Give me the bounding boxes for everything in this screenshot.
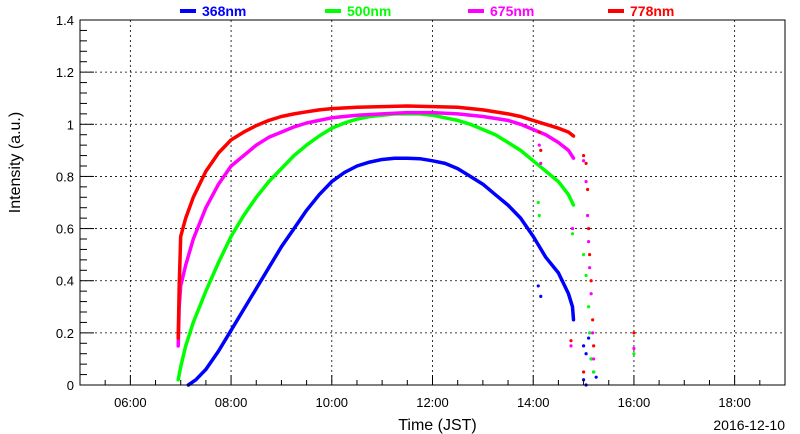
series-line-368nm bbox=[186, 156, 576, 387]
data-point bbox=[537, 130, 541, 134]
data-point bbox=[570, 232, 575, 236]
data-point bbox=[569, 344, 573, 348]
data-point bbox=[570, 226, 575, 231]
y-tick-label: 1.2 bbox=[56, 65, 74, 80]
series-778nm bbox=[176, 104, 636, 374]
series-500nm bbox=[176, 112, 636, 382]
data-point bbox=[536, 200, 540, 205]
series-line-778nm bbox=[176, 104, 576, 340]
data-point bbox=[589, 279, 593, 283]
data-point bbox=[539, 161, 543, 165]
data-point bbox=[586, 187, 590, 192]
legend-item: 368nm bbox=[180, 3, 246, 19]
data-point bbox=[581, 159, 586, 163]
data-point bbox=[589, 357, 593, 361]
legend-item: 500nm bbox=[325, 3, 391, 19]
data-point bbox=[539, 294, 543, 298]
legend-label: 368nm bbox=[202, 3, 246, 19]
data-point bbox=[581, 370, 586, 374]
data-point bbox=[537, 213, 541, 218]
data-point bbox=[581, 153, 586, 158]
data-point bbox=[632, 346, 636, 351]
data-point bbox=[588, 253, 592, 257]
y-axis-title: Intensity (a.u.) bbox=[7, 112, 24, 213]
data-point bbox=[592, 370, 596, 374]
grid bbox=[80, 20, 785, 385]
series-line-500nm bbox=[176, 112, 576, 382]
y-tick-label: 0 bbox=[67, 378, 74, 393]
y-tick-label: 0.4 bbox=[56, 274, 74, 289]
data-point bbox=[537, 143, 541, 147]
legend-label: 500nm bbox=[347, 3, 391, 19]
legend: 368nm 500nm 675nm 778nm bbox=[180, 3, 674, 19]
x-tick-label: 10:00 bbox=[316, 395, 349, 410]
x-tick-label: 08:00 bbox=[215, 395, 248, 410]
data-point bbox=[539, 148, 543, 152]
data-point bbox=[584, 180, 588, 184]
legend-item: 778nm bbox=[608, 3, 674, 19]
date-label: 2016-12-10 bbox=[713, 417, 785, 433]
x-tick-label: 06:00 bbox=[114, 395, 147, 410]
data-point bbox=[586, 213, 590, 218]
legend-label: 778nm bbox=[630, 3, 674, 19]
data-point bbox=[587, 336, 591, 340]
y-tick-label: 0.6 bbox=[56, 222, 74, 237]
legend-item: 675nm bbox=[468, 3, 534, 19]
data-point bbox=[591, 331, 595, 335]
data-point bbox=[594, 375, 598, 379]
y-tick-label: 0.2 bbox=[56, 326, 74, 341]
data-point bbox=[587, 240, 591, 244]
series-368nm bbox=[186, 156, 598, 387]
data-point bbox=[587, 226, 591, 231]
data-point bbox=[632, 331, 636, 335]
data-point bbox=[584, 273, 588, 278]
x-tick-label: 12:00 bbox=[416, 395, 449, 410]
y-axis-ticks: 0 0.2 0.4 0.6 0.8 1 1.2 1.4 bbox=[56, 13, 94, 393]
x-tick-label: 16:00 bbox=[618, 395, 651, 410]
data-point bbox=[587, 305, 591, 309]
x-axis-ticks: 06:00 08:00 10:00 12:00 14:00 16:00 18:00 bbox=[79, 375, 786, 410]
y-tick-label: 1.4 bbox=[56, 13, 74, 28]
data-point bbox=[584, 161, 588, 165]
data-point bbox=[584, 352, 588, 356]
legend-label: 675nm bbox=[490, 3, 534, 19]
x-tick-label: 14:00 bbox=[517, 395, 550, 410]
data-point bbox=[588, 331, 592, 335]
data-point bbox=[592, 357, 596, 361]
x-axis-title: Time (JST) bbox=[398, 417, 477, 434]
y-tick-label: 0.8 bbox=[56, 169, 74, 184]
data-point bbox=[632, 352, 636, 356]
data-point bbox=[569, 339, 573, 343]
data-point bbox=[591, 318, 595, 322]
data-point bbox=[581, 253, 586, 257]
data-point bbox=[581, 378, 586, 382]
series-layer bbox=[176, 104, 636, 387]
data-point bbox=[536, 284, 540, 288]
data-point bbox=[589, 292, 593, 296]
series-675nm bbox=[176, 110, 636, 361]
x-tick-label: 18:00 bbox=[718, 395, 751, 410]
y-tick-label: 1 bbox=[67, 117, 74, 132]
data-point bbox=[581, 344, 586, 348]
data-point bbox=[588, 266, 592, 270]
series-line-675nm bbox=[176, 110, 576, 348]
data-point bbox=[592, 344, 596, 348]
